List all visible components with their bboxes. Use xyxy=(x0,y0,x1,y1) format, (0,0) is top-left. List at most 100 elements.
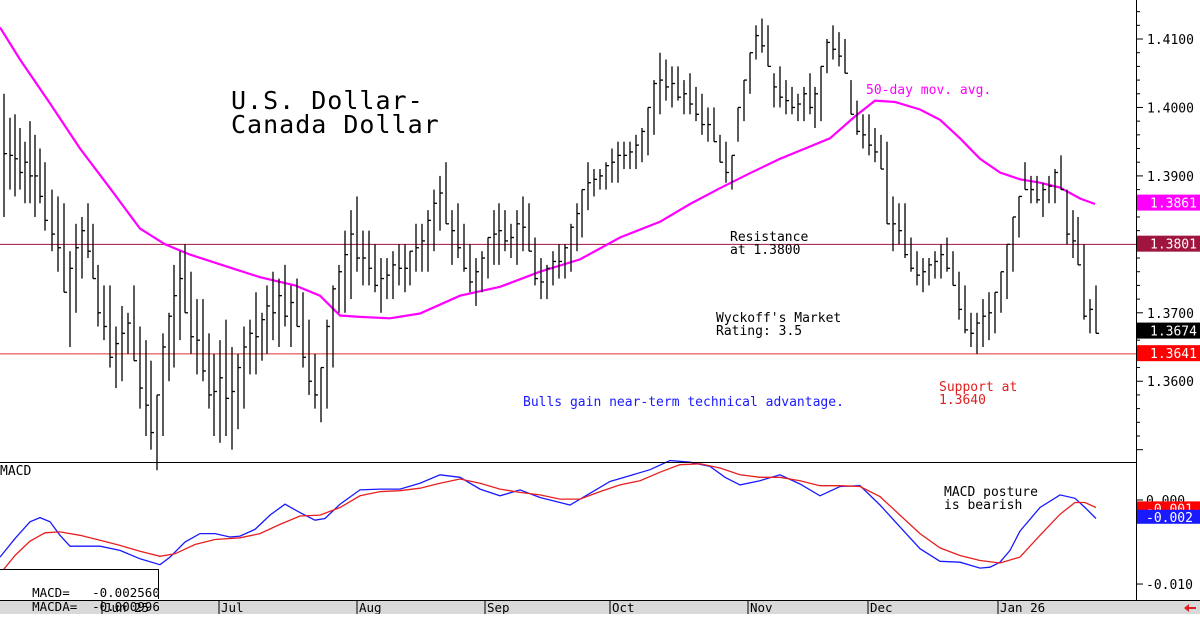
price-bar xyxy=(641,127,645,163)
price-bar xyxy=(946,237,950,272)
price-bar xyxy=(838,32,842,67)
price-bar xyxy=(469,244,473,293)
price-bar xyxy=(635,134,639,170)
price-bar xyxy=(581,188,585,238)
price-bar xyxy=(213,353,217,436)
price-bar xyxy=(219,340,223,443)
price-bar xyxy=(797,93,801,122)
bulls-annotation: Bulls gain near-term technical advantage… xyxy=(523,395,844,410)
price-bar xyxy=(785,80,789,115)
macd-series-macd xyxy=(0,459,1097,569)
price-bar xyxy=(994,291,998,334)
price-bar xyxy=(97,264,101,327)
price-bar xyxy=(320,366,324,423)
price-bar xyxy=(1060,155,1064,191)
price-bar xyxy=(1077,216,1081,266)
price-bar xyxy=(534,237,538,286)
price-bar xyxy=(121,305,125,382)
price-bar xyxy=(409,250,413,286)
rating-annotation: Wyckoff's Market Rating: 3.5 xyxy=(716,311,842,339)
price-bar xyxy=(982,299,986,348)
price-bar xyxy=(868,114,872,156)
price-bar xyxy=(755,25,759,60)
price-bar xyxy=(139,326,143,409)
price-bar xyxy=(767,25,771,68)
price-bar xyxy=(208,333,212,409)
price-bar xyxy=(820,65,824,122)
price-bar xyxy=(928,258,932,286)
x-tick-label: Jun 25 xyxy=(104,600,149,614)
price-bar xyxy=(701,93,705,135)
price-bar xyxy=(1006,243,1010,300)
macd-value-box xyxy=(1137,509,1200,524)
price-bar xyxy=(623,141,627,170)
price-bar xyxy=(814,86,818,128)
price-bar xyxy=(39,148,43,204)
price-bar xyxy=(916,251,920,286)
macd-annotation: MACD posture is bearish xyxy=(944,485,1038,513)
price-bar xyxy=(196,299,200,375)
price-bar xyxy=(156,394,160,471)
price-bar xyxy=(92,223,96,280)
x-tick-label: Oct xyxy=(612,600,635,614)
price-bar xyxy=(1048,175,1052,204)
price-bar xyxy=(266,285,270,354)
chart-title-line-2: Canada Dollar xyxy=(231,110,440,139)
price-bar xyxy=(1036,175,1040,204)
price-bar xyxy=(290,285,294,348)
price-bar xyxy=(725,141,729,183)
price-bar xyxy=(374,244,378,293)
x-tick-label: Nov xyxy=(750,600,773,614)
price-bar xyxy=(362,230,366,286)
price-bar xyxy=(34,134,38,217)
price-bar xyxy=(162,333,166,436)
price-box xyxy=(1137,235,1200,252)
price-bar xyxy=(677,66,681,101)
price-bar xyxy=(278,278,282,348)
price-bar xyxy=(145,340,149,436)
price-bar xyxy=(439,175,443,231)
price-bar xyxy=(475,258,479,306)
price-bar xyxy=(344,230,348,313)
price-bar xyxy=(695,86,699,122)
price-bar xyxy=(225,319,229,436)
price-bar xyxy=(898,203,902,245)
price-bar xyxy=(284,264,288,327)
price-bar xyxy=(404,244,408,293)
macda-readout-label: MACDA= xyxy=(32,599,78,614)
price-bar xyxy=(296,278,300,328)
price-bar xyxy=(302,292,306,368)
price-bar xyxy=(308,319,312,395)
price-bar xyxy=(498,203,502,265)
price-bar xyxy=(1072,210,1076,259)
price-bar xyxy=(1012,216,1016,272)
price-bar xyxy=(338,264,342,313)
price-bar xyxy=(731,154,735,190)
price-bar xyxy=(605,162,609,190)
price-bar xyxy=(809,73,813,115)
macda-readout-value: -0.000996 xyxy=(92,599,160,614)
price-bar xyxy=(63,203,67,293)
price-bar xyxy=(24,141,28,204)
price-bar xyxy=(1083,244,1087,320)
price-bar xyxy=(922,258,926,293)
price-bar xyxy=(653,80,657,135)
price-bar xyxy=(29,121,33,204)
price-bar xyxy=(150,360,154,450)
price-bar xyxy=(115,326,119,389)
price-bar xyxy=(1066,189,1070,245)
price-bar xyxy=(173,264,177,368)
price-bar xyxy=(749,52,753,94)
price-tick-label: 1.3600 xyxy=(1147,375,1194,390)
price-bar xyxy=(844,39,848,74)
price-bar xyxy=(683,80,687,115)
price-bar xyxy=(510,223,514,259)
macd-readout: MACD= -0.002560 MACDA= -0.000996 xyxy=(0,569,160,614)
price-bar xyxy=(433,189,437,252)
price-bar xyxy=(356,196,360,272)
price-bar xyxy=(659,52,663,115)
price-bar xyxy=(87,203,91,259)
price-bar xyxy=(1054,169,1058,204)
price-bar xyxy=(190,271,194,354)
price-bar xyxy=(332,285,336,368)
